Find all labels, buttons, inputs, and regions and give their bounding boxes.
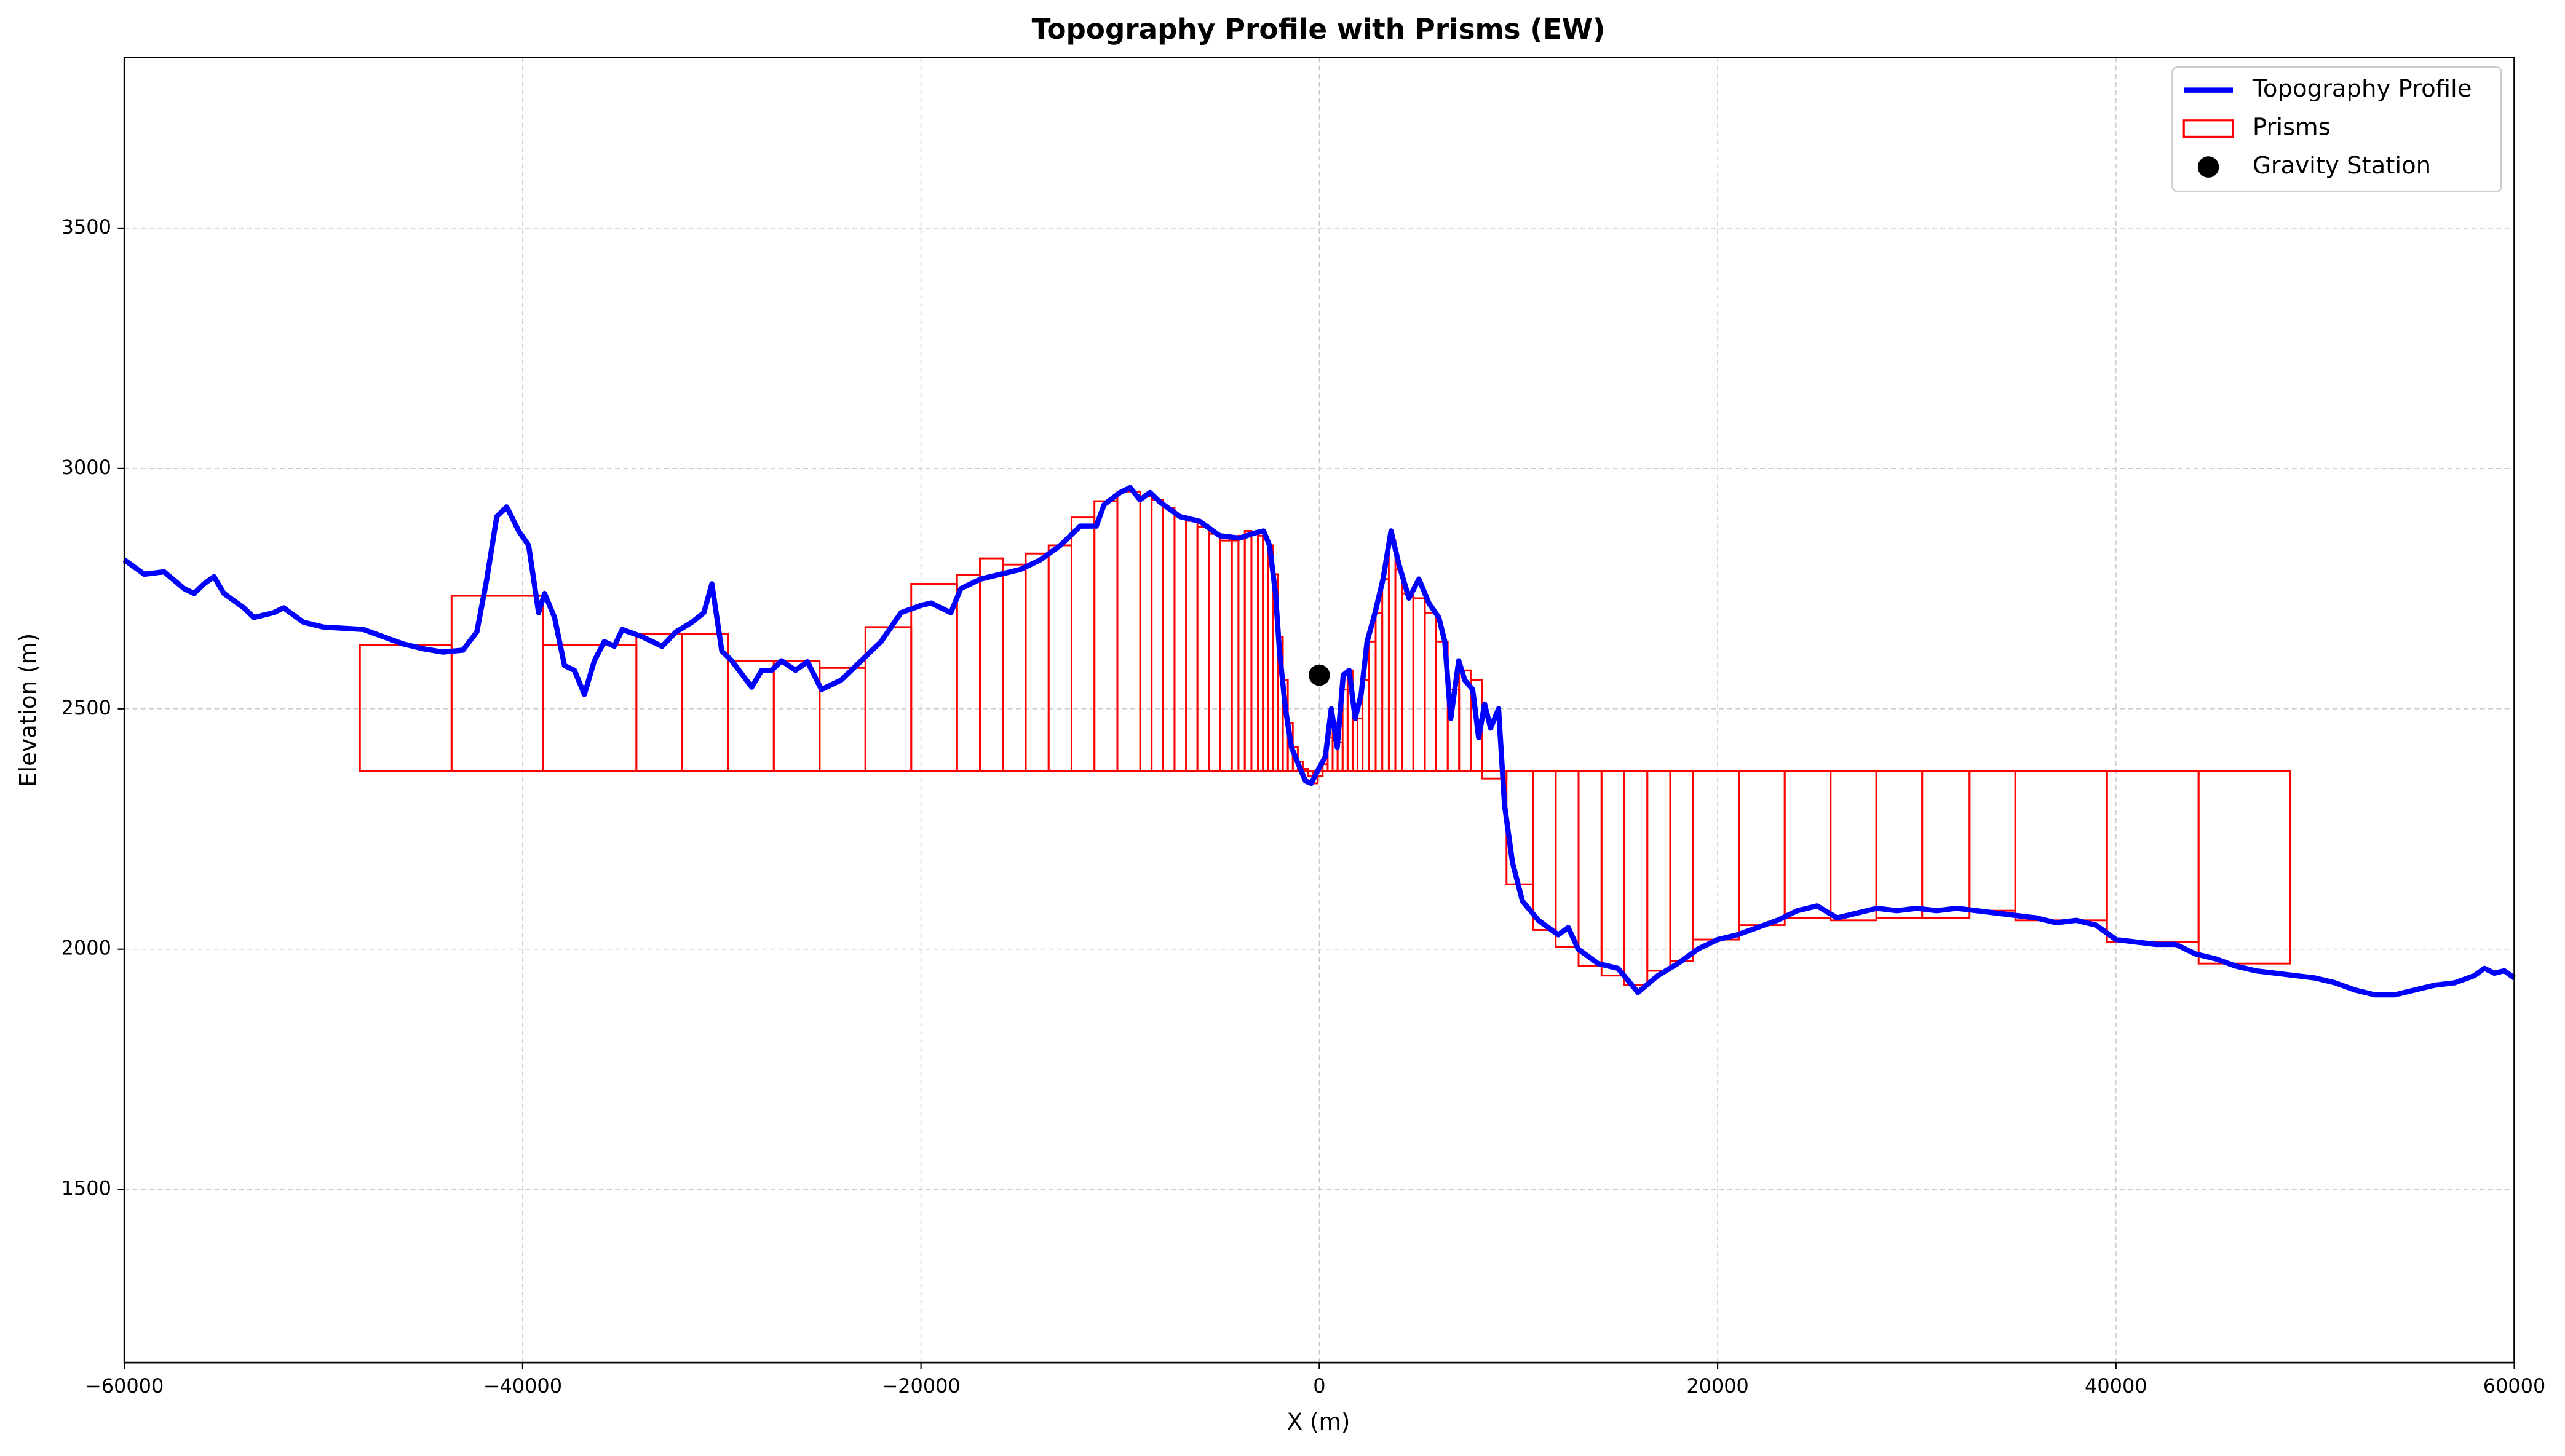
prism — [542, 644, 638, 772]
prism — [727, 660, 775, 772]
x-axis-label: X (m) — [1287, 1408, 1350, 1435]
y-tick-label: 3000 — [61, 456, 111, 479]
prism — [1830, 770, 1877, 922]
legend-box — [2171, 66, 2502, 192]
prism — [1071, 516, 1096, 772]
legend-swatch — [2197, 156, 2219, 178]
x-tick-label: −20000 — [882, 1374, 961, 1398]
y-tick-label: 2500 — [61, 696, 111, 719]
prism — [1875, 770, 1924, 919]
x-tick-label: −40000 — [483, 1374, 562, 1398]
prism — [956, 574, 981, 772]
plot-frame — [123, 57, 2515, 1364]
y-tick-label: 1500 — [61, 1177, 111, 1200]
prism — [1162, 507, 1176, 772]
prism — [450, 595, 544, 772]
prism — [1374, 611, 1384, 772]
prism — [1237, 534, 1246, 772]
prism — [359, 644, 453, 772]
prism — [2014, 770, 2108, 922]
prism — [1243, 530, 1253, 772]
prism — [1173, 515, 1187, 772]
prism — [2197, 770, 2291, 965]
prism — [1047, 544, 1072, 772]
prism — [1505, 770, 1534, 885]
prism — [1921, 770, 1971, 919]
prism — [819, 667, 866, 772]
prism — [1968, 770, 2016, 912]
prism — [1151, 499, 1164, 772]
prism — [979, 557, 1004, 772]
legend-label: Gravity Station — [2253, 152, 2431, 180]
prism — [1577, 770, 1603, 967]
prism — [1093, 500, 1119, 772]
prism — [1412, 597, 1426, 772]
legend-swatch — [2182, 119, 2234, 138]
station-point — [1309, 664, 1330, 686]
prism — [1783, 770, 1832, 919]
legend: Topography Profile Prisms Gravity Station — [2171, 66, 2502, 192]
prism — [2106, 770, 2200, 943]
x-tick-label: 0 — [1313, 1374, 1325, 1398]
prism — [1002, 563, 1027, 772]
prism — [1139, 495, 1153, 772]
prism — [1116, 490, 1141, 772]
prism — [1394, 568, 1403, 772]
prism — [1219, 539, 1233, 772]
prism — [1196, 526, 1210, 772]
prism — [1381, 578, 1390, 772]
prism — [1692, 770, 1740, 941]
prism — [1555, 770, 1580, 948]
x-tick-label: −60000 — [85, 1374, 164, 1398]
legend-label: Prisms — [2253, 114, 2331, 141]
legend-label: Topography Profile — [2252, 75, 2472, 103]
chart-title: Topography Profile with Prisms (EW) — [1032, 13, 1606, 46]
prism — [1387, 539, 1397, 772]
prism — [1231, 539, 1240, 772]
y-axis-label: Elevation (m) — [14, 633, 41, 787]
prism — [1424, 611, 1437, 772]
topography-line — [122, 485, 2516, 998]
y-tick-label: 3500 — [61, 215, 111, 239]
y-tick-label: 2000 — [61, 936, 111, 960]
prism — [1368, 640, 1377, 772]
x-tick-label: 60000 — [2483, 1374, 2545, 1398]
prism — [1532, 770, 1557, 931]
prism — [1185, 520, 1199, 772]
prism — [1738, 770, 1786, 927]
prism — [1600, 770, 1625, 977]
prism — [1025, 552, 1050, 772]
prism — [1623, 770, 1649, 986]
prism — [681, 633, 729, 772]
prism — [635, 633, 683, 772]
prism — [1208, 532, 1221, 772]
x-tick-label: 20000 — [1686, 1374, 1749, 1398]
prism — [1669, 770, 1694, 962]
x-tick-label: 40000 — [2085, 1374, 2147, 1398]
prism — [1646, 770, 1671, 972]
prism — [1250, 531, 1259, 772]
prism — [1401, 592, 1414, 772]
